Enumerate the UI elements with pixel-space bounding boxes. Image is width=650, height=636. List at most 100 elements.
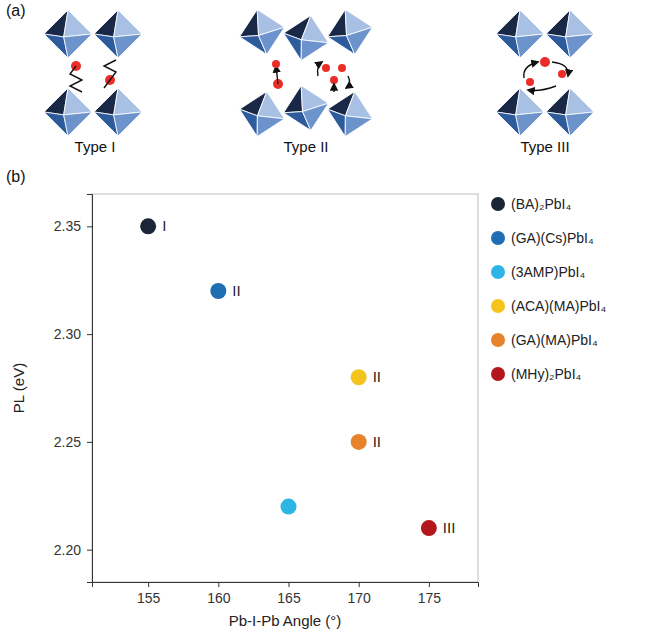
y-tick-mark bbox=[87, 550, 92, 551]
panel-label: (a) bbox=[6, 2, 26, 19]
chain bbox=[104, 60, 116, 80]
point bbox=[421, 520, 437, 536]
legend-label: (BA)₂PbI₄ bbox=[511, 196, 571, 212]
point bbox=[140, 218, 156, 234]
octahedron-face bbox=[64, 88, 92, 115]
y-tick-label: 2.30 bbox=[54, 326, 81, 342]
y-tick-mark bbox=[87, 334, 92, 335]
legend-marker bbox=[491, 333, 505, 347]
cation-dot bbox=[540, 57, 550, 67]
x-tick: 170 bbox=[348, 582, 372, 606]
octahedron-face bbox=[346, 27, 377, 55]
legend-marker bbox=[491, 197, 505, 211]
arrow bbox=[318, 62, 323, 76]
legend-label: (GA)(MA)PbI₄ bbox=[511, 332, 598, 348]
points bbox=[140, 218, 437, 536]
octahedron bbox=[546, 10, 594, 58]
arrow bbox=[276, 66, 278, 84]
octahedron-face bbox=[114, 34, 142, 58]
plot-frame bbox=[92, 194, 478, 582]
y-tick: 2.25 bbox=[54, 434, 92, 450]
octahedron-face bbox=[258, 27, 289, 55]
y-axis-title: PL (eV) bbox=[10, 363, 27, 413]
octahedron-face bbox=[114, 112, 142, 136]
legend-item: (ACA)(MA)PbI₄ bbox=[491, 298, 606, 314]
y-tick-mark bbox=[87, 442, 92, 443]
legend: (BA)₂PbI₄ (GA)(Cs)PbI₄ (3AMP)PbI₄ (ACA)(MA)… bbox=[491, 196, 606, 382]
x-tick-label: 160 bbox=[207, 590, 231, 606]
legend-item: (BA)₂PbI₄ bbox=[491, 196, 571, 212]
y-tick: 2.20 bbox=[54, 542, 92, 558]
octahedron-face bbox=[64, 10, 92, 37]
octahedron-face bbox=[566, 88, 594, 115]
octahedron bbox=[94, 10, 142, 58]
y-axis-line bbox=[87, 195, 93, 583]
point bbox=[210, 283, 226, 299]
octahedron-face bbox=[516, 88, 544, 115]
octahedron bbox=[323, 5, 378, 60]
arrow bbox=[524, 62, 538, 78]
x-tick-label: 165 bbox=[277, 590, 301, 606]
y-tick: 2.30 bbox=[54, 326, 92, 342]
legend-item: (GA)(MA)PbI₄ bbox=[491, 332, 598, 348]
point bbox=[351, 369, 367, 385]
legend-marker bbox=[491, 231, 505, 245]
x-tick-label: 155 bbox=[137, 590, 161, 606]
octahedron-face bbox=[297, 37, 328, 65]
octahedron bbox=[279, 11, 334, 66]
legend-item: (GA)(Cs)PbI₄ bbox=[491, 230, 594, 246]
octahedron bbox=[496, 88, 544, 136]
x-tick: 165 bbox=[277, 582, 301, 606]
cation-dot bbox=[338, 64, 346, 72]
cation-dot bbox=[322, 64, 330, 72]
legend-label: (MHy)₂PbI₄ bbox=[511, 366, 582, 382]
y-tick-label: 2.35 bbox=[54, 218, 81, 234]
octahedron bbox=[235, 5, 290, 60]
annotation: II bbox=[373, 368, 381, 385]
octahedron bbox=[44, 10, 92, 58]
legend-label: (ACA)(MA)PbI₄ bbox=[511, 298, 606, 314]
diagram-type-label: Type I bbox=[75, 138, 116, 155]
octahedron-face bbox=[516, 112, 544, 136]
cation-dot bbox=[330, 76, 338, 84]
octahedron bbox=[496, 10, 544, 58]
arrow bbox=[528, 86, 556, 91]
x-tick: 160 bbox=[207, 582, 231, 606]
point bbox=[281, 499, 297, 515]
cation-dot bbox=[558, 70, 566, 78]
figure: Type IType IIType III(a)(b)1551601651701… bbox=[0, 0, 650, 636]
x-tick: 175 bbox=[418, 582, 442, 606]
octahedron bbox=[235, 87, 290, 142]
x-tick-mark bbox=[148, 582, 149, 587]
y-tick: 2.35 bbox=[54, 218, 92, 234]
x-axis-line bbox=[93, 583, 479, 588]
legend-marker bbox=[491, 265, 505, 279]
arrow bbox=[346, 76, 350, 88]
legend-label: (GA)(Cs)PbI₄ bbox=[511, 230, 594, 246]
arrow bbox=[333, 84, 334, 92]
chain bbox=[104, 80, 110, 88]
y-tick-mark bbox=[87, 226, 92, 227]
octahedron-face bbox=[566, 34, 594, 58]
diagram-type-label: Type III bbox=[520, 138, 569, 155]
octahedron-face bbox=[566, 10, 594, 37]
panel-label: (b) bbox=[6, 168, 26, 185]
octahedron bbox=[279, 81, 334, 136]
legend-item: (MHy)₂PbI₄ bbox=[491, 366, 582, 382]
annotation: II bbox=[373, 433, 381, 450]
cation-dot bbox=[526, 78, 534, 86]
x-tick: 155 bbox=[137, 582, 161, 606]
octahedron-face bbox=[64, 34, 92, 58]
annotation: II bbox=[232, 282, 240, 299]
cation-dot bbox=[272, 60, 280, 68]
legend-marker bbox=[491, 299, 505, 313]
y-tick-label: 2.20 bbox=[54, 542, 81, 558]
arrow bbox=[552, 62, 568, 76]
diagram bbox=[44, 5, 594, 142]
octahedron-face bbox=[516, 10, 544, 37]
legend-item: (3AMP)PbI₄ bbox=[491, 264, 585, 280]
octahedron bbox=[546, 88, 594, 136]
annotation: III bbox=[443, 519, 456, 536]
octahedron-face bbox=[566, 112, 594, 136]
octahedron-face bbox=[341, 113, 372, 141]
